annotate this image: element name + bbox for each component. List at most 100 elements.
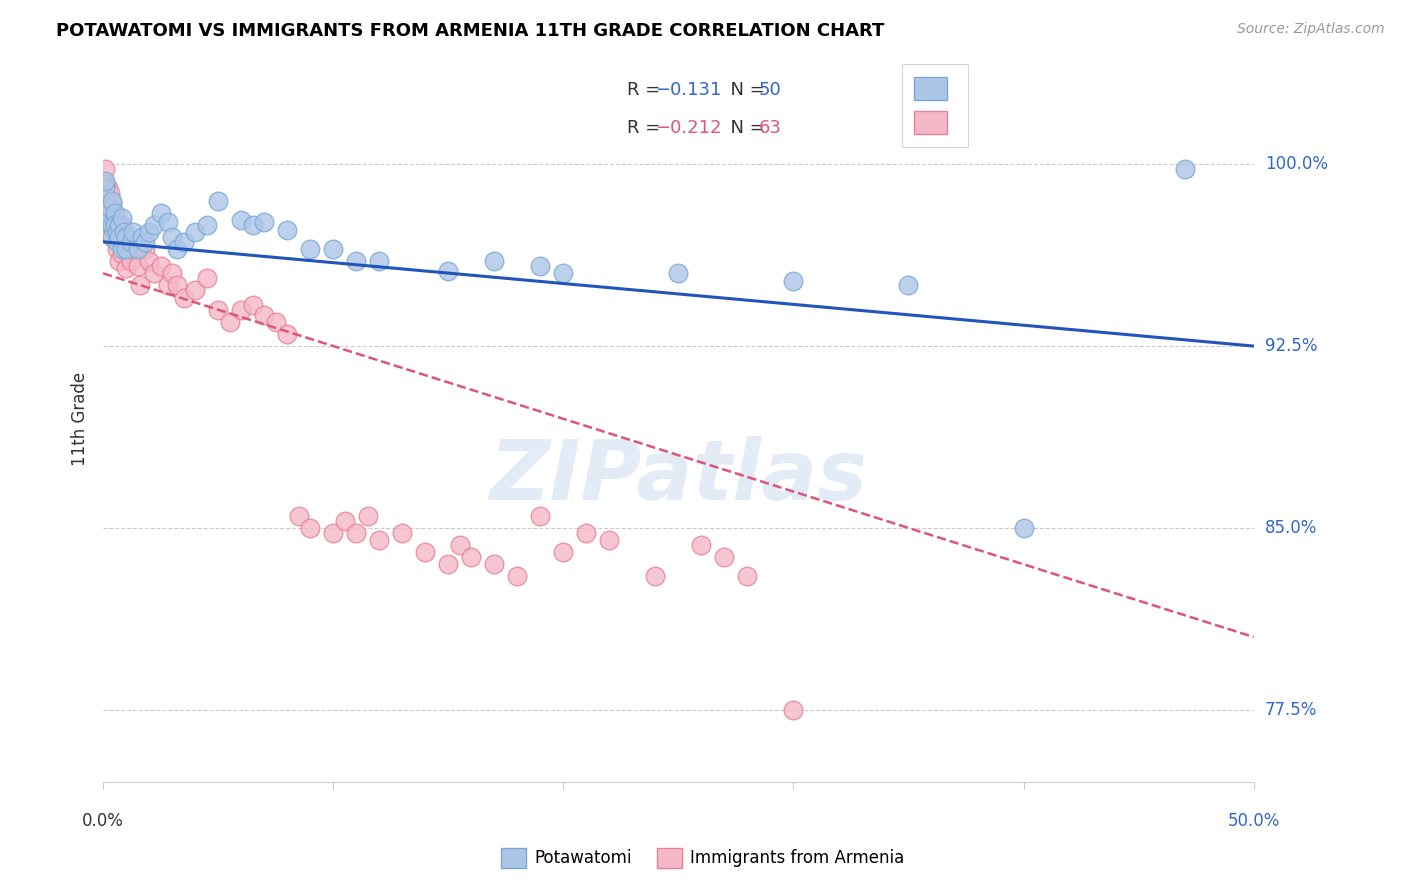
Text: N =: N = — [718, 120, 770, 137]
Point — [101, 196, 124, 211]
Point — [276, 326, 298, 341]
Point — [195, 271, 218, 285]
Text: 50: 50 — [759, 80, 782, 99]
Point — [173, 235, 195, 249]
Text: 100.0%: 100.0% — [1265, 155, 1327, 173]
Text: 0.0%: 0.0% — [82, 812, 124, 830]
Point — [149, 205, 172, 219]
Point — [218, 315, 240, 329]
Point — [98, 201, 121, 215]
Point — [357, 508, 380, 523]
Point — [105, 225, 128, 239]
Point — [98, 205, 121, 219]
Point — [108, 254, 131, 268]
Point — [134, 235, 156, 249]
Point — [112, 235, 135, 249]
Point — [149, 259, 172, 273]
Point — [666, 266, 689, 280]
Point — [160, 230, 183, 244]
Point — [142, 266, 165, 280]
Text: R =: R = — [627, 80, 665, 99]
Point — [94, 181, 117, 195]
Text: POTAWATOMI VS IMMIGRANTS FROM ARMENIA 11TH GRADE CORRELATION CHART: POTAWATOMI VS IMMIGRANTS FROM ARMENIA 11… — [56, 22, 884, 40]
Point — [287, 508, 309, 523]
Point — [322, 242, 344, 256]
Point — [644, 569, 666, 583]
Point — [690, 538, 713, 552]
Point — [713, 549, 735, 564]
Point — [138, 254, 160, 268]
Point — [108, 218, 131, 232]
Text: 77.5%: 77.5% — [1265, 701, 1317, 719]
Point — [127, 242, 149, 256]
Point — [437, 264, 460, 278]
Text: −0.212: −0.212 — [655, 120, 721, 137]
Point — [94, 177, 117, 191]
Point — [242, 298, 264, 312]
Point — [782, 274, 804, 288]
Point — [110, 247, 132, 261]
Point — [104, 205, 127, 219]
Text: 50.0%: 50.0% — [1227, 812, 1279, 830]
Point — [529, 259, 551, 273]
Point — [108, 230, 131, 244]
Point — [344, 254, 367, 268]
Text: 63: 63 — [759, 120, 782, 137]
Point — [1174, 162, 1197, 177]
Point — [142, 218, 165, 232]
Point — [127, 259, 149, 273]
Point — [101, 194, 124, 208]
Point — [484, 254, 506, 268]
Point — [413, 545, 436, 559]
Point — [506, 569, 529, 583]
Point — [104, 225, 127, 239]
Point — [98, 211, 121, 225]
Point — [131, 230, 153, 244]
Point — [110, 242, 132, 256]
Point — [897, 278, 920, 293]
Point — [449, 538, 471, 552]
Point — [156, 278, 179, 293]
Point — [173, 291, 195, 305]
Point — [101, 230, 124, 244]
Point — [108, 225, 131, 239]
Point — [264, 315, 287, 329]
Point — [231, 213, 253, 227]
Point — [101, 230, 124, 244]
Point — [207, 302, 229, 317]
Point — [104, 218, 127, 232]
Point — [115, 230, 138, 244]
Point — [460, 549, 482, 564]
Point — [156, 215, 179, 229]
Point — [112, 225, 135, 239]
Point — [105, 235, 128, 249]
Point — [437, 558, 460, 572]
Point — [129, 278, 152, 293]
Legend: Potawatomi, Immigrants from Armenia: Potawatomi, Immigrants from Armenia — [495, 841, 911, 875]
Text: Source: ZipAtlas.com: Source: ZipAtlas.com — [1237, 22, 1385, 37]
Point — [120, 254, 142, 268]
Point — [94, 162, 117, 177]
Point — [94, 174, 117, 188]
Point — [115, 242, 138, 256]
Point — [97, 181, 120, 195]
Point — [115, 261, 138, 276]
Point — [276, 223, 298, 237]
Point — [134, 242, 156, 256]
Point — [598, 533, 620, 547]
Text: R =: R = — [627, 120, 665, 137]
Point — [299, 521, 322, 535]
Point — [368, 254, 391, 268]
Point — [242, 218, 264, 232]
Point — [344, 525, 367, 540]
Point — [553, 266, 575, 280]
Point — [184, 225, 207, 239]
Point — [122, 242, 145, 256]
Point — [122, 225, 145, 239]
Point — [322, 525, 344, 540]
Point — [97, 198, 120, 212]
Text: ZIPatlas: ZIPatlas — [489, 436, 868, 517]
Point — [166, 242, 188, 256]
Point — [737, 569, 759, 583]
Point — [553, 545, 575, 559]
